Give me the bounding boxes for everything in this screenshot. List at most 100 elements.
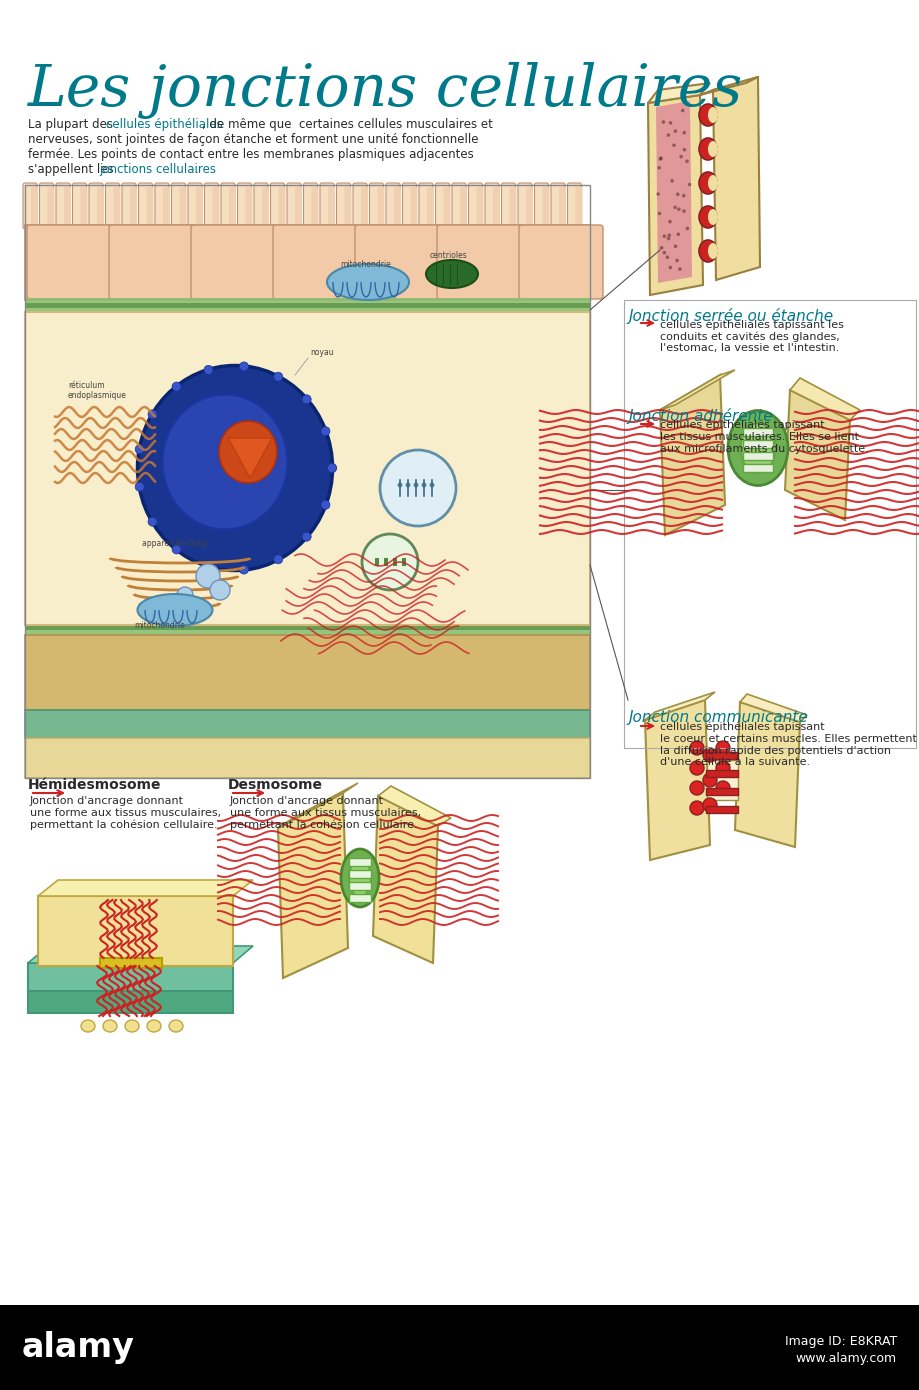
Bar xyxy=(706,788,738,795)
Text: , de même que  certaines cellules musculaires et: , de même que certaines cellules muscula… xyxy=(202,118,493,131)
Circle shape xyxy=(302,395,312,403)
Circle shape xyxy=(362,534,418,589)
FancyBboxPatch shape xyxy=(229,188,236,227)
Text: nerveuses, sont jointes de façon étanche et forment une unité fonctionnelle: nerveuses, sont jointes de façon étanche… xyxy=(28,133,479,146)
Circle shape xyxy=(683,131,686,135)
Bar xyxy=(706,806,738,813)
FancyBboxPatch shape xyxy=(328,188,335,227)
Text: Jonction d'ancrage donnant
une forme aux tissus musculaires,
permettant la cohés: Jonction d'ancrage donnant une forme aux… xyxy=(30,796,221,830)
FancyBboxPatch shape xyxy=(369,183,383,229)
FancyBboxPatch shape xyxy=(519,225,603,299)
Circle shape xyxy=(686,160,689,163)
Text: cellules épithéliales tapissant
le coeur et certains muscles. Elles permettent
l: cellules épithéliales tapissant le coeur… xyxy=(660,721,917,767)
Polygon shape xyxy=(713,76,760,279)
FancyBboxPatch shape xyxy=(245,188,253,227)
Circle shape xyxy=(674,245,677,247)
FancyBboxPatch shape xyxy=(551,183,565,229)
FancyBboxPatch shape xyxy=(64,188,71,227)
Polygon shape xyxy=(660,370,735,410)
Polygon shape xyxy=(700,76,758,95)
Circle shape xyxy=(686,227,689,231)
Text: fermée. Les points de contact entre les membranes plasmiques adjacentes: fermée. Les points de contact entre les … xyxy=(28,147,474,161)
FancyBboxPatch shape xyxy=(361,188,368,227)
FancyBboxPatch shape xyxy=(56,183,70,229)
FancyBboxPatch shape xyxy=(146,188,153,227)
Circle shape xyxy=(656,192,660,196)
Ellipse shape xyxy=(708,107,718,122)
FancyBboxPatch shape xyxy=(122,183,136,229)
FancyBboxPatch shape xyxy=(212,188,220,227)
FancyBboxPatch shape xyxy=(403,183,416,229)
Circle shape xyxy=(422,482,426,488)
FancyBboxPatch shape xyxy=(469,183,482,229)
Ellipse shape xyxy=(716,741,730,755)
FancyBboxPatch shape xyxy=(172,183,186,229)
Ellipse shape xyxy=(708,175,718,190)
Circle shape xyxy=(135,445,144,453)
Ellipse shape xyxy=(699,206,717,228)
Circle shape xyxy=(274,373,283,381)
FancyBboxPatch shape xyxy=(303,183,317,229)
Text: Jonction communicante: Jonction communicante xyxy=(628,710,808,726)
FancyBboxPatch shape xyxy=(48,188,54,227)
Circle shape xyxy=(668,265,672,270)
FancyBboxPatch shape xyxy=(191,225,275,299)
FancyBboxPatch shape xyxy=(273,225,357,299)
Circle shape xyxy=(670,179,674,182)
Ellipse shape xyxy=(716,781,730,795)
Text: appareil de Golgi: appareil de Golgi xyxy=(142,539,208,548)
Circle shape xyxy=(405,482,411,488)
FancyBboxPatch shape xyxy=(411,188,417,227)
Ellipse shape xyxy=(716,760,730,776)
Circle shape xyxy=(274,555,283,564)
Ellipse shape xyxy=(708,243,718,259)
Ellipse shape xyxy=(690,760,704,776)
FancyBboxPatch shape xyxy=(355,225,439,299)
Bar xyxy=(25,225,590,300)
Text: cellules épithéliales tapissant les
conduits et cavités des glandes,
l'estomac, : cellules épithéliales tapissant les cond… xyxy=(660,318,844,353)
Bar xyxy=(384,557,388,566)
Ellipse shape xyxy=(125,1020,139,1031)
Bar xyxy=(25,710,590,738)
Circle shape xyxy=(672,143,675,147)
Bar xyxy=(349,870,371,878)
Circle shape xyxy=(663,235,666,238)
Circle shape xyxy=(177,587,193,603)
Text: Les jonctions cellulaires: Les jonctions cellulaires xyxy=(28,63,743,120)
Circle shape xyxy=(681,108,685,113)
FancyBboxPatch shape xyxy=(278,188,286,227)
Ellipse shape xyxy=(690,741,704,755)
Text: réticulum
endoplasmique: réticulum endoplasmique xyxy=(68,381,127,400)
Circle shape xyxy=(657,165,661,170)
Circle shape xyxy=(240,566,248,574)
Circle shape xyxy=(204,562,213,571)
FancyBboxPatch shape xyxy=(378,188,384,227)
Ellipse shape xyxy=(341,849,379,908)
Bar xyxy=(25,309,590,313)
Circle shape xyxy=(676,192,679,196)
Circle shape xyxy=(678,267,682,271)
Circle shape xyxy=(327,463,336,473)
FancyBboxPatch shape xyxy=(386,183,400,229)
Ellipse shape xyxy=(147,1020,161,1031)
FancyBboxPatch shape xyxy=(23,183,37,229)
Bar xyxy=(28,963,233,992)
Circle shape xyxy=(679,154,683,158)
Polygon shape xyxy=(378,785,451,826)
FancyBboxPatch shape xyxy=(312,188,319,227)
FancyBboxPatch shape xyxy=(427,188,434,227)
FancyBboxPatch shape xyxy=(353,183,367,229)
Polygon shape xyxy=(660,375,725,535)
Ellipse shape xyxy=(169,1020,183,1031)
Polygon shape xyxy=(278,794,348,979)
Bar xyxy=(743,428,773,436)
Text: Desmosome: Desmosome xyxy=(228,778,323,792)
FancyBboxPatch shape xyxy=(345,188,351,227)
Ellipse shape xyxy=(703,798,717,812)
Circle shape xyxy=(172,382,181,391)
Ellipse shape xyxy=(699,138,717,160)
Polygon shape xyxy=(656,101,692,284)
Bar xyxy=(743,452,773,460)
Bar xyxy=(393,557,397,566)
Bar xyxy=(706,770,738,777)
